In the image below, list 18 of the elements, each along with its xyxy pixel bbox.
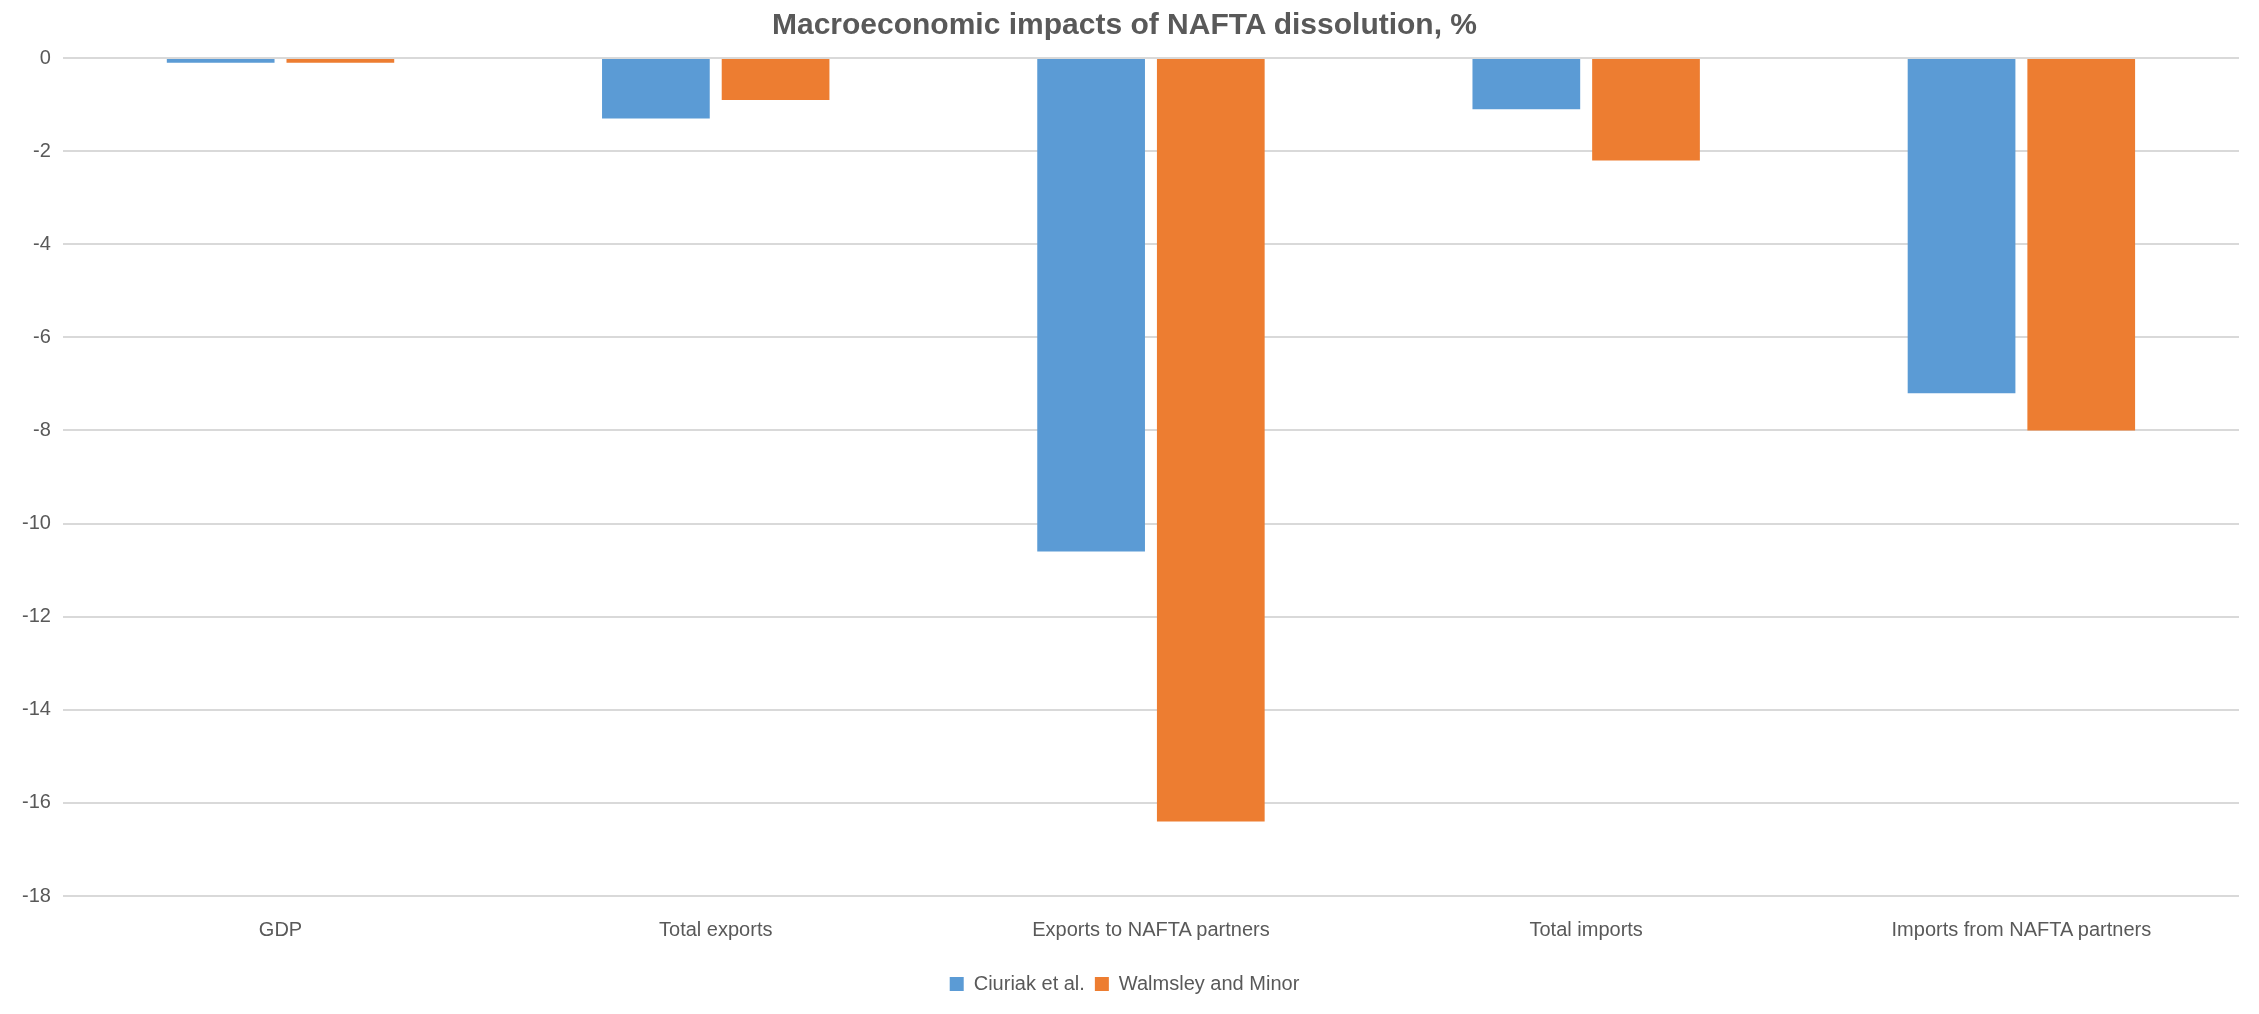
y-tick-label: -16 (22, 790, 51, 813)
chart-title: Macroeconomic impacts of NAFTA dissolution, % (771, 7, 1478, 41)
legend-label: Walmsley and Minor (1118, 971, 1300, 994)
y-tick-label: -4 (33, 231, 51, 254)
y-tick-label: -10 (22, 511, 51, 534)
y-tick-label: -14 (22, 697, 51, 720)
x-tick-label: Imports from NAFTA partners (1891, 917, 2152, 940)
x-tick-label: Total exports (659, 917, 773, 940)
y-tick-label: -2 (33, 138, 51, 161)
y-tick-label: -8 (33, 417, 51, 440)
y-tick-label: -18 (22, 883, 51, 906)
x-tick-label: GDP (258, 917, 303, 940)
legend-label: Ciuriak et al. (973, 971, 1085, 994)
x-tick-label: Total imports (1529, 917, 1643, 940)
y-tick-label: 0 (39, 45, 51, 68)
y-tick-label: -12 (22, 604, 51, 627)
x-tick-label: Exports to NAFTA partners (1032, 917, 1270, 940)
y-tick-label: -6 (33, 324, 51, 347)
